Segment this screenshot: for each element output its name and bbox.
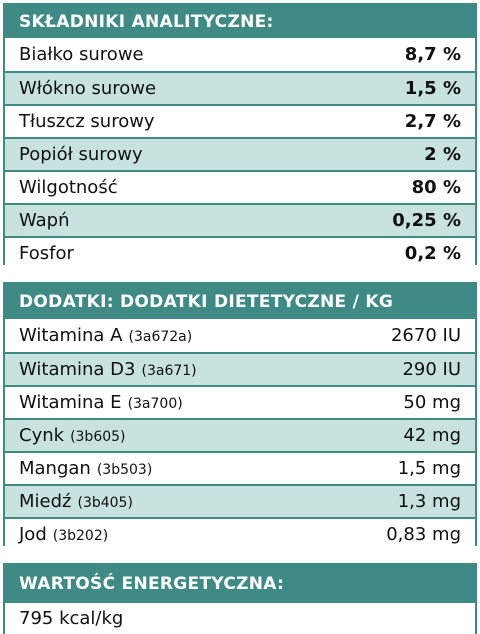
- additive-code: (3a672a): [128, 329, 193, 345]
- row-value: 8,7 %: [404, 44, 461, 65]
- table-row: Mangan (3b503) 1,5 mg: [5, 451, 475, 484]
- row-label: Tłuszcz surowy: [19, 111, 155, 132]
- analytical-components-table: SKŁADNIKI ANALITYCZNE: Białko surowe 8,7…: [3, 3, 477, 269]
- additive-name: Cynk: [19, 425, 65, 446]
- table-row: Cynk (3b605) 42 mg: [5, 418, 475, 451]
- additive-name: Witamina E: [19, 392, 122, 413]
- additive-name: Mangan: [19, 458, 91, 479]
- additive-name: Miedź: [19, 491, 72, 512]
- row-value: 2,7 %: [404, 111, 461, 132]
- analytical-components-title: SKŁADNIKI ANALITYCZNE:: [5, 5, 475, 38]
- energy-value-row: 795 kcal/kg: [5, 603, 475, 634]
- table-row: Witamina E (3a700) 50 mg: [5, 385, 475, 418]
- row-label: Witamina A (3a672a): [19, 325, 192, 346]
- additive-code: (3b605): [70, 429, 126, 445]
- row-value: 2 %: [424, 144, 461, 165]
- additive-name: Jod: [19, 524, 47, 545]
- additives-title: DODATKI: DODATKI DIETETYCZNE / KG: [5, 284, 475, 319]
- additive-code: (3a700): [127, 396, 183, 412]
- row-value: 42 mg: [403, 425, 461, 446]
- table-row: Wapń 0,25 %: [5, 203, 475, 236]
- table-row: Miedź (3b405) 1,3 mg: [5, 484, 475, 517]
- row-label: Wapń: [19, 210, 70, 231]
- row-value: 0,83 mg: [386, 524, 461, 545]
- row-value: 0,2 %: [404, 243, 461, 264]
- energy-value: 795 kcal/kg: [19, 608, 124, 629]
- row-label: Fosfor: [19, 243, 74, 264]
- additive-name: Witamina A: [19, 325, 123, 346]
- row-value: 1,3 mg: [397, 491, 461, 512]
- additive-name: Witamina D3: [19, 359, 136, 380]
- row-label: Miedź (3b405): [19, 491, 133, 512]
- additive-code: (3b405): [77, 495, 133, 511]
- row-value: 0,25 %: [392, 210, 461, 231]
- table-row: Fosfor 0,2 %: [5, 236, 475, 269]
- row-value: 50 mg: [403, 392, 461, 413]
- row-label: Jod (3b202): [19, 524, 108, 545]
- energy-value-table: WARTOŚĆ ENERGETYCZNA: 795 kcal/kg: [3, 563, 477, 634]
- row-value: 2670 IU: [390, 325, 461, 346]
- additive-code: (3a671): [141, 363, 197, 379]
- row-value: 80 %: [411, 177, 461, 198]
- row-label: Wilgotność: [19, 177, 118, 198]
- additive-code: (3b202): [52, 528, 109, 544]
- energy-value-title: WARTOŚĆ ENERGETYCZNA:: [5, 565, 475, 603]
- row-value: 1,5 mg: [397, 458, 461, 479]
- table-row: Wilgotność 80 %: [5, 170, 475, 203]
- row-value: 290 IU: [402, 359, 461, 380]
- row-label: Włókno surowe: [19, 78, 157, 99]
- table-row: Tłuszcz surowy 2,7 %: [5, 104, 475, 137]
- table-row: Białko surowe 8,7 %: [5, 38, 475, 71]
- table-row: Witamina A (3a672a) 2670 IU: [5, 319, 475, 352]
- table-row: Włókno surowe 1,5 %: [5, 71, 475, 104]
- row-label: Mangan (3b503): [19, 458, 152, 479]
- row-label: Popiół surowy: [19, 144, 143, 165]
- table-row: Jod (3b202) 0,83 mg: [5, 517, 475, 550]
- row-label: Witamina D3 (3a671): [19, 359, 197, 380]
- row-label: Witamina E (3a700): [19, 392, 183, 413]
- table-row: Witamina D3 (3a671) 290 IU: [5, 352, 475, 385]
- table-row: Popiół surowy 2 %: [5, 137, 475, 170]
- row-label: Cynk (3b605): [19, 425, 126, 446]
- additive-code: (3b503): [96, 462, 153, 478]
- row-value: 1,5 %: [404, 78, 461, 99]
- row-label: Białko surowe: [19, 44, 144, 65]
- additives-table: DODATKI: DODATKI DIETETYCZNE / KG Witami…: [3, 282, 477, 550]
